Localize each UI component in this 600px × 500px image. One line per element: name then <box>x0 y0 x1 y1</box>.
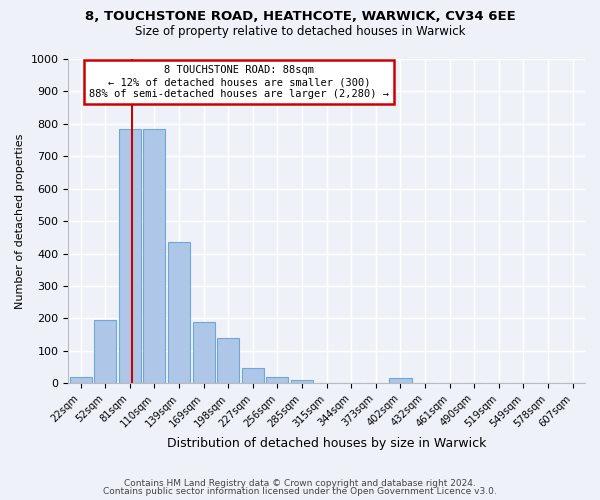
Bar <box>168 242 190 384</box>
Bar <box>94 320 116 384</box>
Text: Contains public sector information licensed under the Open Government Licence v3: Contains public sector information licen… <box>103 487 497 496</box>
Text: 8 TOUCHSTONE ROAD: 88sqm
← 12% of detached houses are smaller (300)
88% of semi-: 8 TOUCHSTONE ROAD: 88sqm ← 12% of detach… <box>89 66 389 98</box>
Bar <box>266 377 289 384</box>
Bar <box>389 378 412 384</box>
Bar <box>119 128 141 384</box>
Text: Size of property relative to detached houses in Warwick: Size of property relative to detached ho… <box>135 25 465 38</box>
Bar <box>242 368 264 384</box>
Bar <box>217 338 239 384</box>
Bar <box>70 377 92 384</box>
Y-axis label: Number of detached properties: Number of detached properties <box>15 134 25 309</box>
Text: Contains HM Land Registry data © Crown copyright and database right 2024.: Contains HM Land Registry data © Crown c… <box>124 478 476 488</box>
Bar <box>143 128 166 384</box>
Text: 8, TOUCHSTONE ROAD, HEATHCOTE, WARWICK, CV34 6EE: 8, TOUCHSTONE ROAD, HEATHCOTE, WARWICK, … <box>85 10 515 23</box>
Bar <box>291 380 313 384</box>
Bar <box>193 322 215 384</box>
X-axis label: Distribution of detached houses by size in Warwick: Distribution of detached houses by size … <box>167 437 487 450</box>
